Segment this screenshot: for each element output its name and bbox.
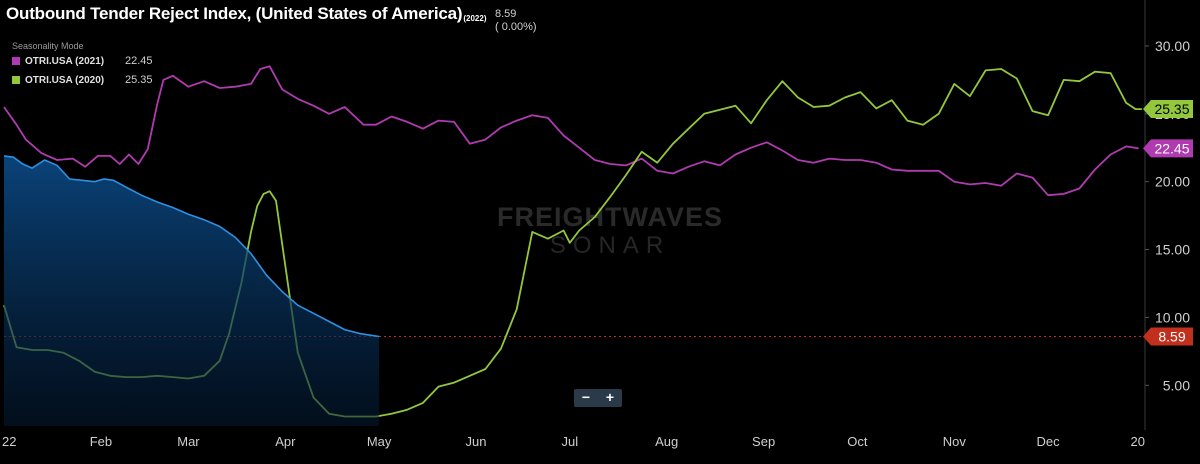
zoom-controls: − + xyxy=(574,389,622,407)
axis-layer: 5.0010.0015.0020.0025.0030.0022FebMarApr… xyxy=(2,0,1193,449)
x-tick-label: Dec xyxy=(1037,434,1061,449)
series-line-2021 xyxy=(3,65,1139,197)
legend-value: 25.35 xyxy=(125,74,153,86)
legend-item-2021[interactable]: OTRI.USA (2021) 22.45 xyxy=(12,55,153,67)
y-tick-label: 5.00 xyxy=(1163,377,1190,393)
x-tick-label: Nov xyxy=(943,434,967,449)
title-year-suffix: (2022) xyxy=(463,14,487,23)
y-tick-label: 10.00 xyxy=(1155,309,1190,325)
x-tick-label: 20 xyxy=(1131,434,1145,449)
end-label-flag xyxy=(1143,100,1193,119)
end-label-text: 8.59 xyxy=(1158,329,1185,345)
legend-label: OTRI.USA (2020) xyxy=(25,74,105,86)
legend-item-2020[interactable]: OTRI.USA (2020) 25.35 xyxy=(12,74,153,86)
x-tick-label: Oct xyxy=(847,434,868,449)
y-tick-label: 15.00 xyxy=(1155,242,1190,258)
y-tick-label: 20.00 xyxy=(1155,174,1190,190)
watermark-sonar: SONAR xyxy=(550,232,670,259)
x-tick-label: Feb xyxy=(90,434,112,449)
current-value-box: 8.59 ( 0.00%) xyxy=(495,8,537,34)
x-tick-label: 22 xyxy=(2,434,16,449)
x-tick-label: Apr xyxy=(275,434,296,449)
end-label-flag xyxy=(1143,327,1193,346)
end-label-2022: 8.59 xyxy=(1143,327,1193,346)
chart-header: Outbound Tender Reject Index, (United St… xyxy=(6,4,486,24)
chart-title: Outbound Tender Reject Index, (United St… xyxy=(6,4,463,23)
x-tick-label: Sep xyxy=(752,434,775,449)
legend-swatch xyxy=(12,57,20,65)
end-label-flag xyxy=(1143,139,1193,158)
series-line-2022 xyxy=(3,155,380,338)
end-label-2020: 25.35 xyxy=(1143,100,1193,119)
x-tick-label: Mar xyxy=(177,434,200,449)
zoom-in-button[interactable]: + xyxy=(605,389,615,405)
x-tick-label: Jul xyxy=(561,434,578,449)
legend-swatch xyxy=(12,76,20,84)
end-label-2021: 22.45 xyxy=(1143,139,1193,158)
legend-value: 22.45 xyxy=(125,55,153,67)
series-layer xyxy=(3,65,1142,426)
series-area-2022 xyxy=(4,155,380,426)
legend-label: OTRI.USA (2021) xyxy=(25,55,105,67)
end-label-text: 22.45 xyxy=(1154,140,1189,156)
x-tick-label: Jun xyxy=(466,434,487,449)
zoom-out-button[interactable]: − xyxy=(581,389,591,405)
current-value: 8.59 xyxy=(495,8,517,20)
x-tick-label: Aug xyxy=(655,434,678,449)
current-change: ( 0.00%) xyxy=(495,21,537,33)
y-tick-label: 30.00 xyxy=(1155,38,1190,54)
watermark-freightwaves: FREIGHTWAVES xyxy=(497,202,723,232)
end-label-text: 25.35 xyxy=(1154,101,1189,117)
seasonality-mode-label: Seasonality Mode xyxy=(12,41,84,51)
x-tick-label: May xyxy=(367,434,392,449)
